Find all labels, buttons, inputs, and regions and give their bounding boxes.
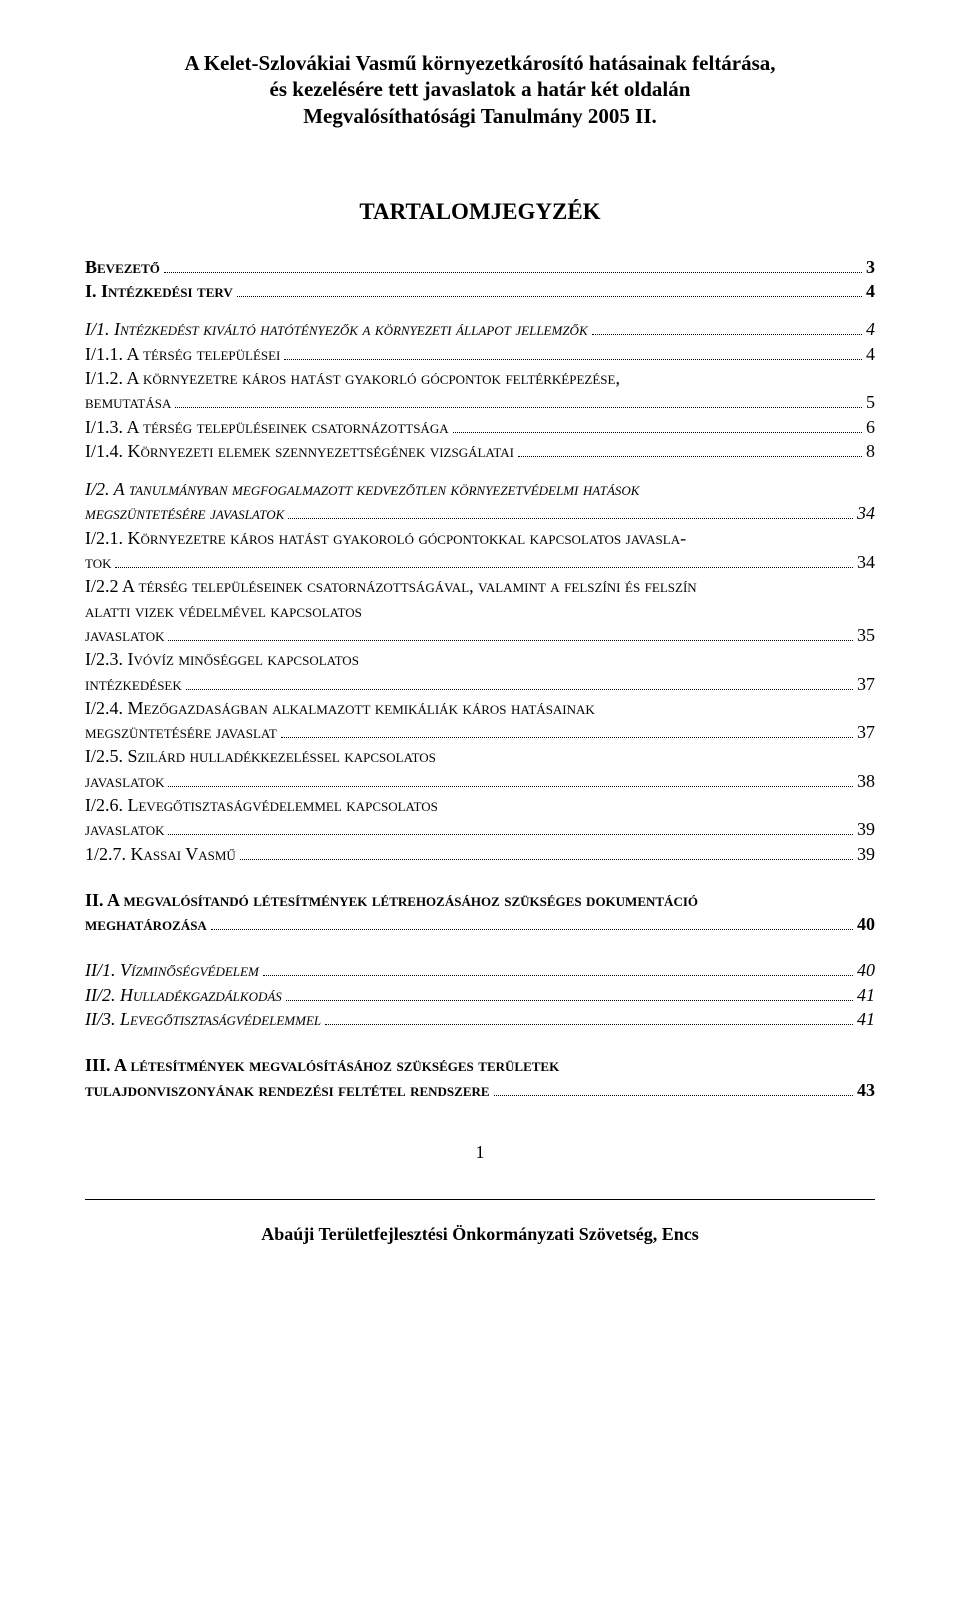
toc-label: javaslatok — [85, 817, 164, 841]
toc-entry-intezkedesi-terv: I. Intézkedési terv 4 — [85, 279, 875, 303]
leader-dots — [494, 1079, 853, 1095]
toc-entry-i2-line2: megszüntetésére javaslatok 34 — [85, 501, 875, 525]
toc-entry-i14: I/1.4. Környezeti elemek szennyezettségé… — [85, 439, 875, 463]
toc-page: 40 — [857, 912, 875, 936]
leader-dots — [281, 722, 853, 738]
toc-label: Bevezető — [85, 255, 160, 279]
toc-label: tulajdonviszonyának rendezési feltétel r… — [85, 1078, 490, 1102]
toc-entry-i23-line2: intézkedések 37 — [85, 672, 875, 696]
toc-entry-i22-line2: alatti vizek védelmével kapcsolatos — [85, 599, 875, 623]
toc-label: megszüntetésére javaslat — [85, 720, 277, 744]
leader-dots — [592, 319, 862, 335]
toc-page: 37 — [857, 672, 875, 696]
toc-page: 41 — [857, 983, 875, 1007]
leader-dots — [284, 343, 862, 359]
toc-label: javaslatok — [85, 623, 164, 647]
toc-label: javaslatok — [85, 769, 164, 793]
page-number: 1 — [85, 1142, 875, 1163]
toc-page: 34 — [857, 501, 875, 525]
toc-entry-i21-line1: I/2.1. Környezetre káros hatást gyakorol… — [85, 526, 875, 550]
leader-dots — [286, 985, 853, 1001]
leader-dots — [288, 503, 853, 519]
toc-page: 8 — [866, 439, 875, 463]
toc-page: 39 — [857, 817, 875, 841]
toc-entry-i26-line1: I/2.6. Levegőtisztaságvédelemmel kapcsol… — [85, 793, 875, 817]
leader-dots — [168, 625, 853, 641]
toc-label: I. Intézkedési terv — [85, 279, 233, 303]
toc-page: 4 — [866, 279, 875, 303]
toc-entry-iii-line2: tulajdonviszonyának rendezési feltétel r… — [85, 1078, 875, 1102]
toc-page: 6 — [866, 415, 875, 439]
toc-page: 40 — [857, 958, 875, 982]
toc-page: 35 — [857, 623, 875, 647]
toc-label: megszüntetésére javaslatok — [85, 501, 284, 525]
toc-label: meghatározása — [85, 912, 207, 936]
toc-entry-i22-line3: javaslatok 35 — [85, 623, 875, 647]
toc-entry-i24-line2: megszüntetésére javaslat 37 — [85, 720, 875, 744]
toc-entry-i13: I/1.3. A térség településeinek csatornáz… — [85, 415, 875, 439]
toc-page: 38 — [857, 769, 875, 793]
toc-label: II/2. Hulladékgazdálkodás — [85, 983, 282, 1007]
toc-title: TARTALOMJEGYZÉK — [85, 199, 875, 225]
leader-dots — [263, 960, 853, 976]
toc-entry-ii2: II/2. Hulladékgazdálkodás 41 — [85, 983, 875, 1007]
toc-page: 4 — [866, 342, 875, 366]
header-line-2: és kezelésére tett javaslatok a határ ké… — [85, 76, 875, 102]
leader-dots — [164, 257, 862, 273]
toc-label: I/1.1. A térség települései — [85, 342, 280, 366]
toc-page: 34 — [857, 550, 875, 574]
toc-entry-i25-line1: I/2.5. Szilárd hulladékkezeléssel kapcso… — [85, 744, 875, 768]
toc-entry-i23-line1: I/2.3. Ivóvíz minőséggel kapcsolatos — [85, 647, 875, 671]
toc-entry-i12-line2: bemutatása 5 — [85, 390, 875, 414]
toc-entry-bevezeto: Bevezető 3 — [85, 255, 875, 279]
toc-label: II/1. Vízminőségvédelem — [85, 958, 259, 982]
toc-label: tok — [85, 550, 111, 574]
toc-label: I/1.4. Környezeti elemek szennyezettségé… — [85, 439, 514, 463]
toc-entry-i21-line2: tok 34 — [85, 550, 875, 574]
leader-dots — [175, 392, 862, 408]
toc-page: 4 — [866, 317, 875, 341]
toc-entry-i1: I/1. Intézkedést kiváltó hatótényezők a … — [85, 317, 875, 341]
toc-entry-i26-line2: javaslatok 39 — [85, 817, 875, 841]
toc-label: bemutatása — [85, 390, 171, 414]
toc-label: 1/2.7. Kassai Vasmű — [85, 842, 236, 866]
leader-dots — [453, 416, 862, 432]
toc-page: 39 — [857, 842, 875, 866]
toc-entry-i22-line1: I/2.2 A térség településeinek csatornázo… — [85, 574, 875, 598]
toc-label: I/1. Intézkedést kiváltó hatótényezők a … — [85, 317, 588, 341]
toc-page: 37 — [857, 720, 875, 744]
toc-entry-i27: 1/2.7. Kassai Vasmű 39 — [85, 842, 875, 866]
leader-dots — [168, 771, 853, 787]
leader-dots — [240, 843, 853, 859]
toc-entry-ii3: II/3. Levegőtisztaságvédelemmel 41 — [85, 1007, 875, 1031]
toc-label: II/3. Levegőtisztaságvédelemmel — [85, 1007, 321, 1031]
leader-dots — [237, 281, 862, 297]
leader-dots — [168, 819, 853, 835]
toc-label: intézkedések — [85, 672, 182, 696]
toc-entry-i11: I/1.1. A térség települései 4 — [85, 342, 875, 366]
leader-dots — [186, 673, 853, 689]
toc-entry-i25-line2: javaslatok 38 — [85, 769, 875, 793]
leader-dots — [325, 1009, 853, 1025]
header-line-3: Megvalósíthatósági Tanulmány 2005 II. — [85, 103, 875, 129]
toc-label: I/1.3. A térség településeinek csatornáz… — [85, 415, 449, 439]
footer-divider — [85, 1199, 875, 1200]
toc-entry-ii-line1: II. A megvalósítandó létesítmények létre… — [85, 888, 875, 912]
leader-dots — [518, 441, 862, 457]
leader-dots — [115, 552, 853, 568]
toc-page: 41 — [857, 1007, 875, 1031]
footer-text: Abaúji Területfejlesztési Önkormányzati … — [85, 1224, 875, 1245]
leader-dots — [211, 914, 853, 930]
document-header: A Kelet-Szlovákiai Vasmű környezetkárosí… — [85, 50, 875, 129]
toc-page: 5 — [866, 390, 875, 414]
toc-page: 43 — [857, 1078, 875, 1102]
toc-entry-ii-line2: meghatározása 40 — [85, 912, 875, 936]
header-line-1: A Kelet-Szlovákiai Vasmű környezetkárosí… — [85, 50, 875, 76]
toc-entry-i2-line1: I/2. A tanulmányban megfogalmazott kedve… — [85, 477, 875, 501]
toc-entry-i12-line1: I/1.2. A környezetre káros hatást gyakor… — [85, 366, 875, 390]
toc-entry-ii1: II/1. Vízminőségvédelem 40 — [85, 958, 875, 982]
toc-entry-i24-line1: I/2.4. Mezőgazdaságban alkalmazott kemik… — [85, 696, 875, 720]
toc-page: 3 — [866, 255, 875, 279]
toc-entry-iii-line1: III. A létesítmények megvalósításához sz… — [85, 1053, 875, 1077]
